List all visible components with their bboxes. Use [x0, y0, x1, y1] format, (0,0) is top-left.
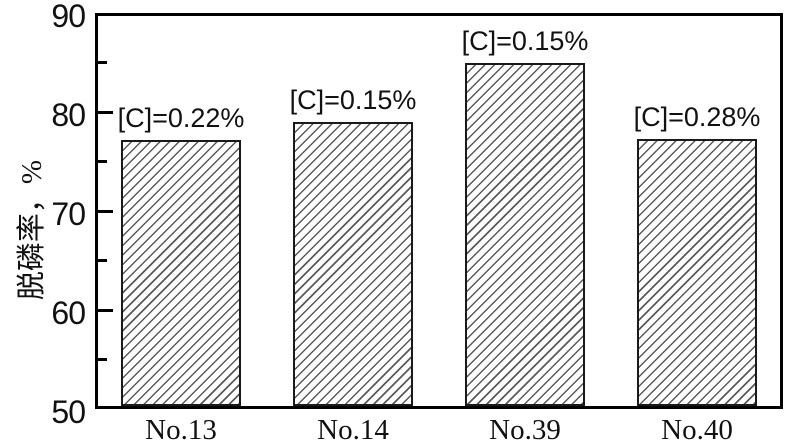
bar-no40: [637, 138, 757, 406]
bar-no14: [293, 121, 413, 406]
y-minor-tick: [98, 61, 107, 64]
y-tick-label: 70: [51, 196, 86, 232]
bar-value-label: [C]=0.22%: [117, 102, 245, 133]
y-minor-tick: [98, 160, 107, 163]
bar-no13: [121, 139, 241, 406]
x-tick-label: No.39: [489, 414, 561, 446]
bar-value-label: [C]=0.28%: [633, 101, 761, 132]
x-tick-label: No.13: [145, 414, 217, 446]
bar-value-label: [C]=0.15%: [289, 84, 417, 115]
y-major-tick: [98, 110, 113, 114]
y-axis-title: 脱磷率，%: [16, 159, 48, 301]
y-major-tick: [98, 209, 113, 213]
x-tick-label: No.14: [317, 414, 389, 446]
bar-no39: [465, 63, 585, 406]
y-minor-tick: [98, 358, 107, 361]
y-tick-label: 50: [51, 394, 86, 430]
y-tick-label: 60: [51, 295, 86, 331]
y-tick-label: 90: [51, 0, 86, 34]
y-minor-tick: [98, 259, 107, 262]
y-tick-label: 80: [51, 97, 86, 133]
y-major-tick: [98, 308, 113, 312]
x-tick-label: No.40: [661, 414, 733, 446]
bar-value-label: [C]=0.15%: [461, 26, 589, 57]
